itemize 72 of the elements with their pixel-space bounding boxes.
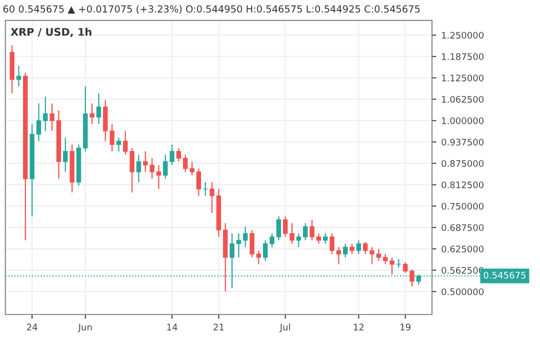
candlestick xyxy=(156,164,162,190)
y-tick-label: 0.625000 xyxy=(442,246,484,252)
x-tick-label: Jun xyxy=(78,324,92,332)
candlestick xyxy=(370,246,374,265)
x-tick-label: 19 xyxy=(400,324,410,331)
x-tick-label: 21 xyxy=(214,324,224,330)
y-tick-label: 0.750000 xyxy=(442,202,484,210)
candlestick xyxy=(290,222,294,244)
y-tick-label: 0.687500 xyxy=(442,224,484,232)
candlestick xyxy=(303,222,308,241)
candlestick xyxy=(390,256,394,276)
candlestick xyxy=(316,232,322,244)
candlestick xyxy=(163,154,168,180)
candlestick xyxy=(36,102,42,142)
candlestick xyxy=(362,241,368,255)
candlestick xyxy=(256,250,262,265)
candlestick xyxy=(296,232,302,248)
y-tick-label: 1.000000 xyxy=(442,117,484,124)
text: 60 0.545675 ▲ +0.017075 (+3.23%) O:0.544950 H:0.546575 L:0.544925 C:0.545675 xyxy=(3,5,420,14)
ref-line-label: 0.545675 xyxy=(484,272,526,279)
candlestick xyxy=(263,240,268,262)
candlestick xyxy=(16,65,22,87)
candlestick xyxy=(236,232,242,258)
candlestick xyxy=(96,92,102,125)
candlestick xyxy=(196,168,202,196)
candlestick xyxy=(183,154,188,172)
y-tick-label: 1.125000 xyxy=(442,74,484,82)
text: XRP / USD, 1h xyxy=(10,28,92,38)
candlestick xyxy=(270,232,274,248)
y-tick-label: 1.187500 xyxy=(442,53,484,60)
y-tick-label: 0.812500 xyxy=(442,181,484,188)
candlestick xyxy=(103,100,108,142)
candlestick xyxy=(130,147,134,193)
y-tick-label: 0.875000 xyxy=(442,160,484,167)
candlestick xyxy=(410,268,414,288)
candlestick xyxy=(350,243,354,255)
candlestick xyxy=(43,96,48,132)
candlestick xyxy=(90,102,94,125)
candlestick xyxy=(336,246,342,265)
x-tick-label: 14 xyxy=(167,324,178,330)
y-tick-label: 0.500000 xyxy=(442,288,484,296)
candlestick xyxy=(176,147,182,162)
candlestick xyxy=(330,232,334,255)
candlestick xyxy=(170,144,174,166)
x-tick-label: Jul xyxy=(279,324,290,332)
y-tick-label: 0.937500 xyxy=(442,138,484,146)
candlestick xyxy=(243,226,248,248)
x-tick-label: 24 xyxy=(26,324,38,330)
candlestick xyxy=(342,243,348,258)
candlestick xyxy=(382,253,388,265)
candlestick xyxy=(323,232,328,244)
candlestick xyxy=(123,130,128,156)
candlestick xyxy=(110,123,114,152)
candlestick xyxy=(203,182,208,196)
y-tick-label: 1.250000 xyxy=(442,32,484,39)
candlestick xyxy=(402,262,408,274)
candlestick xyxy=(50,102,54,132)
candlestick xyxy=(63,137,68,172)
candlestick xyxy=(356,240,362,255)
candlestick xyxy=(150,158,154,180)
candlestick xyxy=(190,161,194,176)
candlestick xyxy=(143,150,148,172)
y-tick-label: 1.062500 xyxy=(442,96,484,103)
candlestick xyxy=(210,182,214,214)
x-tick-label: 12 xyxy=(354,324,364,330)
candlestick xyxy=(136,154,142,183)
candlestick xyxy=(310,219,314,241)
candlestick xyxy=(116,137,122,152)
candlestick xyxy=(376,248,382,262)
candlestick xyxy=(250,229,254,258)
candlestick xyxy=(283,216,288,238)
candlestick xyxy=(276,216,282,241)
